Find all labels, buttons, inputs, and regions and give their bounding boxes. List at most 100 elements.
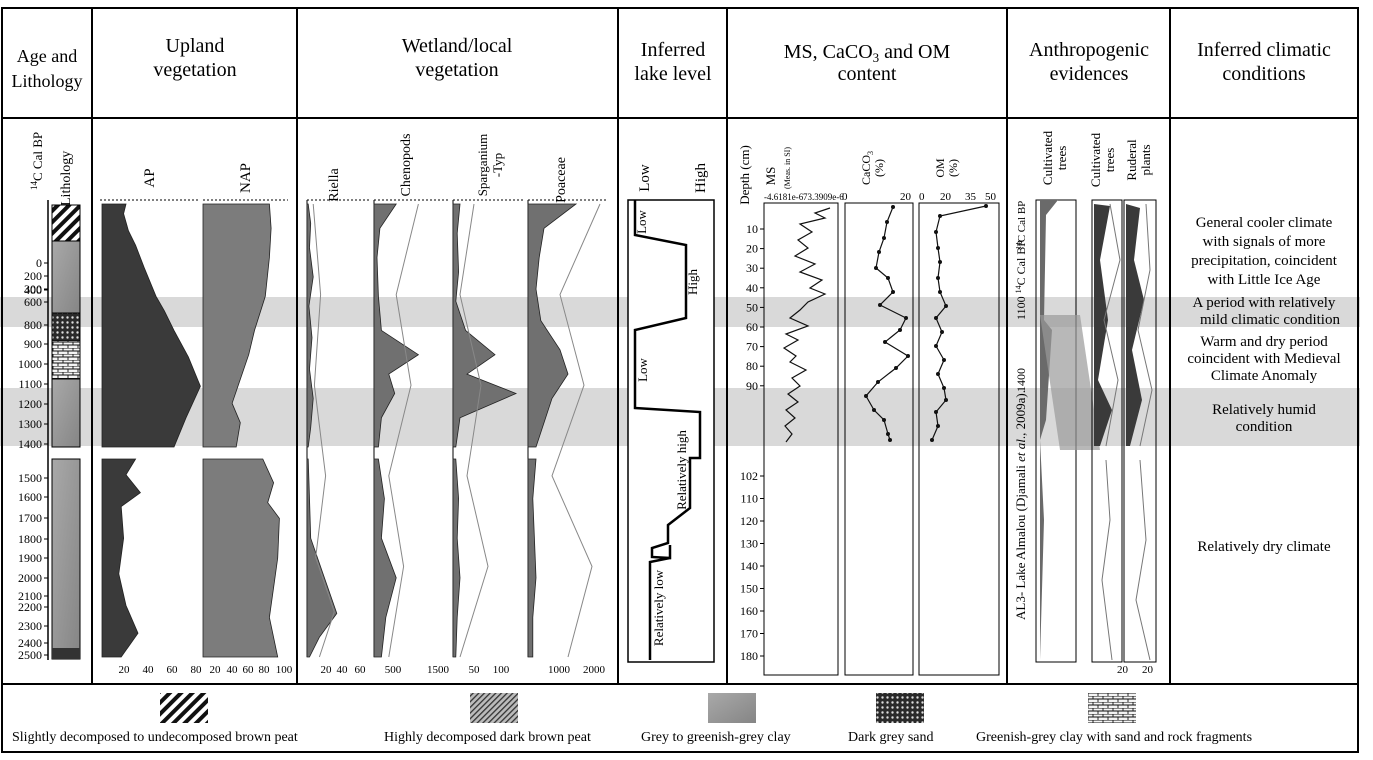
age-tick: 1200 — [18, 397, 42, 411]
age-tick: 900 — [24, 337, 42, 351]
cult-trees-1-label: Cultivatedtrees — [1040, 130, 1069, 185]
depth-tick: 130 — [740, 537, 758, 551]
sparganium-label: Sparganium-Typ — [475, 134, 505, 197]
om-point — [934, 410, 938, 414]
caco3-point — [886, 276, 890, 280]
svg-text:1400: 1400 — [1014, 368, 1028, 392]
ap-profile-upper — [101, 203, 201, 448]
caco3-point — [864, 394, 868, 398]
depth-tick: 20 — [746, 242, 758, 256]
age-tick: 1700 — [18, 511, 42, 525]
caco3-point — [888, 438, 892, 442]
svg-text:20: 20 — [321, 664, 333, 676]
age-tick: 2400 — [18, 636, 42, 650]
svg-text:20: 20 — [1142, 664, 1154, 676]
chenopods-exaggeration-line — [388, 203, 419, 658]
legend-label-3: Dark grey sand — [848, 730, 934, 745]
om-point — [934, 230, 938, 234]
riella-profile-upper — [306, 203, 314, 448]
climate-dry: Relatively dry climate — [1197, 539, 1331, 555]
depth-label: Depth (cm) — [737, 145, 752, 205]
svg-text:2000: 2000 — [583, 664, 606, 676]
age-tick: 1900 — [18, 551, 42, 565]
ms-panel: Depth (cm) MS (Meas. in SI) CaCO3 (%) OM… — [737, 145, 1000, 676]
poaceae-exaggeration-line — [551, 203, 601, 658]
nap-label: NAP — [238, 163, 254, 193]
age-tick: 1500 — [18, 471, 42, 485]
age-tick: 200 — [24, 269, 42, 283]
table-frame — [1, 7, 1359, 753]
legend: Slightly decomposed to undecomposed brow… — [12, 693, 1252, 745]
ms-label: MS — [763, 167, 778, 186]
header-lake: Inferred lake level — [634, 39, 712, 85]
caco3-point — [874, 266, 878, 270]
depth-tick: 180 — [740, 649, 758, 663]
svg-text:50: 50 — [469, 664, 481, 676]
legend-label-4: Greenish-grey clay with sand and rock fr… — [976, 730, 1252, 745]
ruderal-profile — [1126, 204, 1144, 446]
lake-level-panel: Low High Low High Low Relatively high Re… — [627, 163, 715, 663]
anthro-panel: Cultivatedtrees Cultivatedtrees Ruderalp… — [1013, 130, 1157, 676]
caco3-point — [904, 316, 908, 320]
svg-text:1000: 1000 — [548, 664, 571, 676]
svg-text:High: High — [685, 269, 700, 296]
caco3-point — [891, 290, 895, 294]
age-tick: 300 — [24, 282, 42, 296]
legend-label-2: Grey to greenish-grey clay — [641, 730, 791, 745]
svg-text:Low: Low — [634, 209, 649, 233]
header-row: Age and Lithology Upland vegetation Wetlan… — [12, 35, 1332, 91]
age-tick: 2300 — [18, 619, 42, 633]
svg-text:50: 50 — [985, 191, 997, 203]
lake-low-label: Low — [637, 164, 653, 192]
age-tick: 1100 — [18, 377, 42, 391]
almalou-ref: AL3- Lake Almalou (Djamali et al., 2009a… — [1013, 390, 1028, 620]
svg-text:80: 80 — [259, 664, 271, 676]
svg-text:(%): (%) — [946, 159, 960, 177]
depth-tick: 80 — [746, 359, 758, 373]
svg-text:-4.6181e-6: -4.6181e-6 — [764, 192, 804, 202]
cult-trees-2-profile — [1094, 204, 1112, 446]
legend-swatch-dots — [876, 693, 924, 723]
svg-text:73.3909e-6: 73.3909e-6 — [803, 192, 844, 202]
age-tick: 1300 — [18, 417, 42, 431]
om-point — [942, 358, 946, 362]
om-point — [936, 424, 940, 428]
om-point — [936, 246, 940, 250]
om-curve — [931, 205, 987, 441]
poaceae-profile-lower — [527, 458, 537, 658]
ms-units: (Meas. in SI) — [783, 147, 792, 189]
caco3-point — [882, 236, 886, 240]
header-upland: Upland vegetation — [153, 35, 236, 81]
climate-mca: Warm and dry period coincident with Medie… — [1187, 334, 1340, 384]
ms-top-axis: -4.6181e-6 73.3909e-6 — [764, 192, 844, 202]
age-tick: 1000 — [18, 357, 42, 371]
depth-tick: 60 — [746, 320, 758, 334]
age-tick: 2200 — [18, 600, 42, 614]
riella-label: Riella — [327, 167, 342, 201]
depth-tick: 102 — [740, 469, 758, 483]
svg-text:40: 40 — [337, 664, 349, 676]
legend-swatch-grey — [708, 693, 756, 723]
caco3-point — [886, 432, 890, 436]
om-point — [944, 398, 948, 402]
svg-text:0: 0 — [919, 191, 925, 203]
svg-text:20: 20 — [1117, 664, 1129, 676]
svg-text:14C Cal BP: 14C Cal BP — [1015, 201, 1028, 250]
depth-tick: 50 — [746, 300, 758, 314]
chenopods-profile-upper — [373, 203, 420, 448]
svg-text:35: 35 — [965, 191, 977, 203]
ms-curve — [782, 207, 831, 443]
caco3-point — [877, 250, 881, 254]
svg-text:80: 80 — [191, 664, 203, 676]
om-point — [936, 372, 940, 376]
header-climate: Inferred climatic conditions — [1197, 39, 1331, 85]
sparganium-profile-upper — [452, 203, 518, 448]
riella-profile-lower — [306, 458, 338, 658]
svg-text:1500: 1500 — [427, 664, 450, 676]
climate-column: General cooler climate with signals of mo… — [1187, 215, 1340, 555]
header-anthro: Anthropogenic evidences — [1029, 39, 1149, 85]
chenopods-label: Chenopods — [399, 134, 414, 197]
cult-trees-1-profile — [1040, 200, 1058, 660]
om-point — [930, 438, 934, 442]
sparganium-profile-lower — [452, 458, 461, 658]
